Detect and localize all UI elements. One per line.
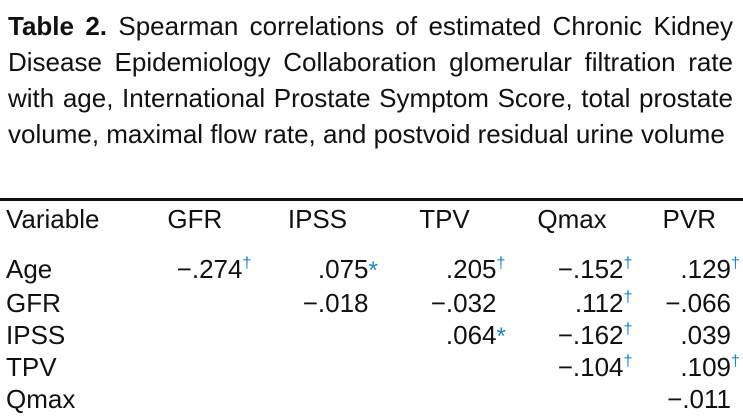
table-label: Table 2. <box>8 11 108 41</box>
table-cell: −.066 <box>636 288 743 320</box>
correlation-value: −.018 <box>302 288 369 318</box>
row-label: Qmax <box>6 384 76 414</box>
column-header: PVR <box>662 204 716 234</box>
caption-text: Spearman correlations of estimated Chron… <box>8 11 733 149</box>
significance-mark: † <box>496 255 506 272</box>
significance-mark: † <box>623 289 633 306</box>
table-cell: .075* <box>254 244 380 288</box>
header-row: Variable GFR IPSS TPV Qmax PVR <box>0 204 743 244</box>
row-label: GFR <box>6 288 61 318</box>
table-body: Age −.274† .075* .205† −.152† .129† GFR −.018 −.… <box>0 244 743 416</box>
table-cell <box>381 352 509 384</box>
table-cell <box>254 320 380 352</box>
column-header: TPV <box>419 204 470 234</box>
correlation-value: −.274 <box>176 254 243 284</box>
table-cell: .109† <box>636 352 743 384</box>
table-row: Qmax −.011 <box>0 384 743 416</box>
significance-mark: * <box>368 257 378 284</box>
correlation-value: .109 <box>680 352 731 382</box>
table-row: IPSS .064* −.162† .039 <box>0 320 743 352</box>
correlation-value: .112 <box>574 288 624 318</box>
row-label: Age <box>6 254 53 284</box>
significance-mark: † <box>623 353 633 370</box>
correlation-value: .064 <box>445 320 497 350</box>
correlation-value: .129 <box>680 254 731 284</box>
row-label: IPSS <box>6 320 66 350</box>
table-cell <box>381 384 509 416</box>
correlation-value: −.011 <box>667 384 731 414</box>
table-cell: −.152† <box>509 244 636 288</box>
table-cell: −.011 <box>636 384 743 416</box>
correlation-value: −.104 <box>557 352 624 382</box>
correlation-value: −.162 <box>557 320 624 350</box>
table-cell <box>254 352 380 384</box>
table-cell: −.032 <box>381 288 509 320</box>
table-row: TPV −.104† .109† <box>0 352 743 384</box>
column-header: Variable <box>6 204 100 234</box>
significance-mark: * <box>496 323 506 350</box>
table-row: Age −.274† .075* .205† −.152† .129† <box>0 244 743 288</box>
row-label: TPV <box>6 352 57 382</box>
table-cell: .205† <box>381 244 509 288</box>
significance-mark: † <box>623 255 633 272</box>
correlation-value: −.066 <box>665 288 731 318</box>
significance-mark: † <box>242 255 252 272</box>
significance-mark: † <box>731 353 740 370</box>
correlation-table: Variable GFR IPSS TPV Qmax PVR Age −.274†… <box>0 204 743 416</box>
table-cell: .064* <box>381 320 509 352</box>
table-cell: .129† <box>636 244 743 288</box>
correlation-value: .205 <box>445 254 497 284</box>
correlation-value: −.032 <box>430 288 497 318</box>
table-cell <box>254 384 380 416</box>
significance-mark: † <box>623 321 633 338</box>
top-rule <box>0 198 743 201</box>
table-row: GFR −.018 −.032 .112† −.066 <box>0 288 743 320</box>
table-cell: .112† <box>509 288 636 320</box>
table-cell <box>135 352 254 384</box>
correlation-value: −.152 <box>557 254 624 284</box>
table-cell: −.104† <box>509 352 636 384</box>
column-header: Qmax <box>537 204 607 234</box>
table-cell <box>135 320 254 352</box>
table-cell: −.018 <box>254 288 380 320</box>
table-caption: Table 2. Spearman correlations of estima… <box>8 8 733 152</box>
column-header: GFR <box>167 204 223 234</box>
table-cell: −.274† <box>135 244 254 288</box>
table-cell <box>135 384 254 416</box>
table-cell: .039 <box>636 320 743 352</box>
correlation-value: .039 <box>680 320 731 350</box>
correlation-value: .075 <box>317 254 369 284</box>
table-cell: −.162† <box>509 320 636 352</box>
table-cell <box>135 288 254 320</box>
significance-mark: † <box>731 255 740 272</box>
table-cell <box>509 384 636 416</box>
column-header: IPSS <box>287 204 348 234</box>
